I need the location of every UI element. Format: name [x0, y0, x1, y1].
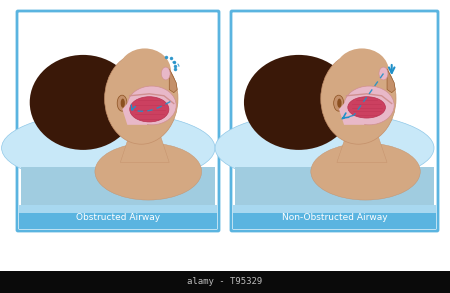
- Ellipse shape: [215, 112, 434, 184]
- Ellipse shape: [117, 95, 127, 111]
- Text: Obstructed Airway: Obstructed Airway: [76, 213, 160, 222]
- Ellipse shape: [127, 86, 176, 125]
- Ellipse shape: [2, 112, 215, 184]
- Ellipse shape: [30, 55, 136, 150]
- Ellipse shape: [348, 97, 385, 118]
- Bar: [233, 205, 436, 213]
- Polygon shape: [169, 69, 177, 93]
- Ellipse shape: [162, 67, 170, 80]
- Ellipse shape: [311, 143, 420, 200]
- Bar: [235, 167, 434, 205]
- Bar: [0, 271, 450, 293]
- FancyBboxPatch shape: [17, 11, 219, 231]
- Ellipse shape: [335, 48, 389, 94]
- Ellipse shape: [337, 99, 342, 108]
- Ellipse shape: [321, 53, 396, 144]
- FancyBboxPatch shape: [231, 11, 438, 231]
- Polygon shape: [337, 130, 387, 162]
- Ellipse shape: [130, 97, 169, 122]
- Ellipse shape: [104, 53, 178, 144]
- Polygon shape: [120, 130, 169, 162]
- Ellipse shape: [121, 99, 125, 108]
- Ellipse shape: [119, 48, 171, 94]
- Ellipse shape: [333, 95, 344, 111]
- Ellipse shape: [95, 143, 202, 200]
- Polygon shape: [122, 98, 152, 125]
- Ellipse shape: [379, 67, 388, 80]
- Polygon shape: [339, 98, 369, 125]
- Bar: [19, 205, 217, 213]
- Ellipse shape: [244, 55, 353, 150]
- Text: alamy - T95329: alamy - T95329: [187, 277, 263, 287]
- Text: Non-Obstructed Airway: Non-Obstructed Airway: [282, 213, 387, 222]
- Ellipse shape: [344, 86, 394, 125]
- Bar: [21, 167, 215, 205]
- Bar: [19, 205, 217, 229]
- Bar: [233, 205, 436, 229]
- Polygon shape: [387, 69, 395, 93]
